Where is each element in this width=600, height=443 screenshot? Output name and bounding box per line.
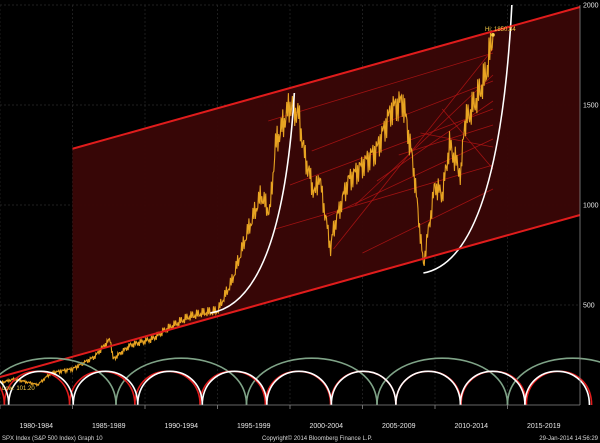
cycle-arc xyxy=(266,370,333,406)
cycle-arc xyxy=(136,370,204,406)
fan-line xyxy=(376,100,494,182)
fan-line xyxy=(289,108,494,186)
channel-area xyxy=(72,7,580,357)
x-tick-label: 2010-2014 xyxy=(455,423,489,430)
fan-lines xyxy=(268,48,494,254)
copyright-label: Copyright© 2014 Bloomberg Finance L.P. xyxy=(262,435,373,442)
high-marker xyxy=(491,33,495,37)
y-tick-label: 2000 xyxy=(583,3,599,10)
fan-line xyxy=(441,108,494,170)
cycle-arc xyxy=(376,357,509,406)
lower-channel-line xyxy=(0,214,581,378)
parabolic-curves xyxy=(210,4,513,314)
fan-line xyxy=(333,48,494,250)
cycle-arc xyxy=(245,357,378,406)
cycle-arc xyxy=(395,370,462,406)
ticker-label: SPX Index (S&P 500 Index) Graph 10 xyxy=(2,436,103,442)
cycle-arc xyxy=(0,357,117,406)
x-tick-label: 1995-1999 xyxy=(237,423,271,430)
fan-line xyxy=(326,138,494,218)
x-tick-label: 2000-2004 xyxy=(310,423,344,430)
fan-line xyxy=(362,188,494,254)
fan-line xyxy=(354,74,494,206)
y-tick-label: 1000 xyxy=(583,203,599,210)
parabolic-curve xyxy=(210,92,296,314)
x-tick-label: 2005-2009 xyxy=(382,423,416,430)
cycle-arcs xyxy=(0,357,600,406)
cycle-arc xyxy=(7,370,75,406)
fan-line xyxy=(275,164,494,230)
cycle-arc xyxy=(506,357,600,406)
x-tick-label: 2015-2019 xyxy=(527,423,561,430)
cycle-arc xyxy=(330,370,397,406)
channel-fill xyxy=(72,7,580,357)
cycle-arc xyxy=(72,370,139,406)
parabolic-curve xyxy=(423,4,513,274)
cycle-arc xyxy=(524,370,591,406)
x-tick-label: 1980-1984 xyxy=(20,423,54,430)
cycle-arc xyxy=(201,370,268,406)
price-line xyxy=(0,31,494,388)
fan-line xyxy=(268,52,494,122)
x-tick-label: 1990-1994 xyxy=(165,423,199,430)
axes: 1980-1984 1985-1989 1990-1994 1995-1999 2000… xyxy=(0,3,599,430)
cycle-arc xyxy=(459,370,526,406)
x-tick-label: 1985-1989 xyxy=(92,423,126,430)
cycle-arc xyxy=(115,357,248,406)
high-annotation: Hi: 1850.84 xyxy=(485,27,516,33)
y-tick-label: 500 xyxy=(583,303,595,310)
y-tick-label: 1500 xyxy=(583,103,599,110)
price-series xyxy=(0,31,494,388)
timestamp-label: 29-Jan-2014 14:56:29 xyxy=(539,436,598,442)
cycle-arc xyxy=(0,385,6,406)
upper-channel-line xyxy=(72,6,581,150)
low-annotation: Low: 101.20 xyxy=(2,386,35,392)
fan-line xyxy=(398,124,494,156)
trend-channel xyxy=(0,6,581,378)
cycle-arc xyxy=(0,380,10,406)
